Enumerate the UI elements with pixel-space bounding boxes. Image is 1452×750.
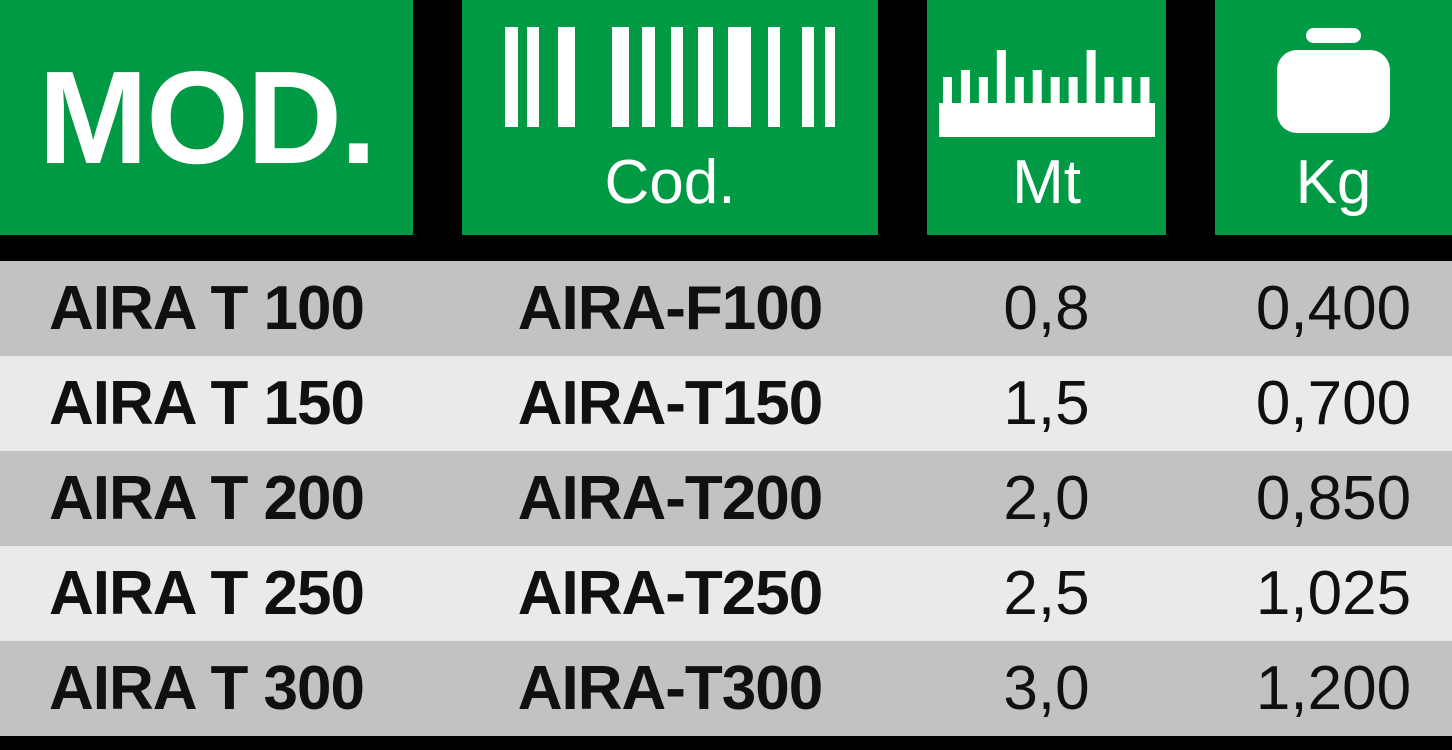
code-cell: AIRA-T250 <box>517 558 824 628</box>
weight-cell: 1,200 <box>1255 653 1412 723</box>
code-cell: AIRA-F100 <box>517 273 824 343</box>
length-cell: 2,0 <box>1003 463 1090 533</box>
header-cell-model: MOD. <box>0 0 413 235</box>
model-cell: AIRA T 150 <box>48 368 365 438</box>
code-cell: AIRA-T300 <box>517 653 824 723</box>
weight-cell: 0,400 <box>1255 273 1412 343</box>
weight-cell: 0,700 <box>1255 368 1412 438</box>
ruler-icon <box>938 50 1155 137</box>
weight-cell: 0,850 <box>1255 463 1412 533</box>
model-header-label: MOD. <box>38 43 377 191</box>
model-cell: AIRA T 200 <box>48 463 365 533</box>
table-row: AIRA T 100 AIRA-F100 0,8 0,400 <box>0 261 1452 356</box>
table-body: AIRA T 100 AIRA-F100 0,8 0,400 AIRA T 15… <box>0 261 1452 736</box>
bottom-bar <box>0 736 1452 750</box>
weight-header-label: Kg <box>1295 147 1372 217</box>
code-icon-area <box>462 0 878 140</box>
header-cell-code: Cod. <box>462 0 878 235</box>
model-cell: AIRA T 100 <box>48 273 365 343</box>
table-row: AIRA T 300 AIRA-T300 3,0 1,200 <box>0 641 1452 736</box>
length-icon-area <box>927 0 1166 140</box>
weight-cell: 1,025 <box>1255 558 1412 628</box>
table-header: MOD. Cod. Mt Kg <box>0 0 1452 235</box>
header-cell-weight: Kg <box>1215 0 1452 235</box>
length-header-label: Mt <box>1012 147 1081 217</box>
weight-icon-area <box>1215 0 1452 140</box>
model-cell: AIRA T 250 <box>48 558 365 628</box>
header-divider <box>0 235 1452 261</box>
weight-icon <box>1277 28 1390 133</box>
length-cell: 0,8 <box>1003 273 1090 343</box>
barcode-icon <box>505 27 835 127</box>
table-row: AIRA T 150 AIRA-T150 1,5 0,700 <box>0 356 1452 451</box>
code-header-label: Cod. <box>604 147 736 217</box>
model-cell: AIRA T 300 <box>48 653 365 723</box>
length-cell: 1,5 <box>1003 368 1090 438</box>
table-row: AIRA T 250 AIRA-T250 2,5 1,025 <box>0 546 1452 641</box>
header-cell-length: Mt <box>927 0 1166 235</box>
length-cell: 3,0 <box>1003 653 1090 723</box>
code-cell: AIRA-T200 <box>517 463 824 533</box>
length-cell: 2,5 <box>1003 558 1090 628</box>
code-cell: AIRA-T150 <box>517 368 824 438</box>
table-row: AIRA T 200 AIRA-T200 2,0 0,850 <box>0 451 1452 546</box>
